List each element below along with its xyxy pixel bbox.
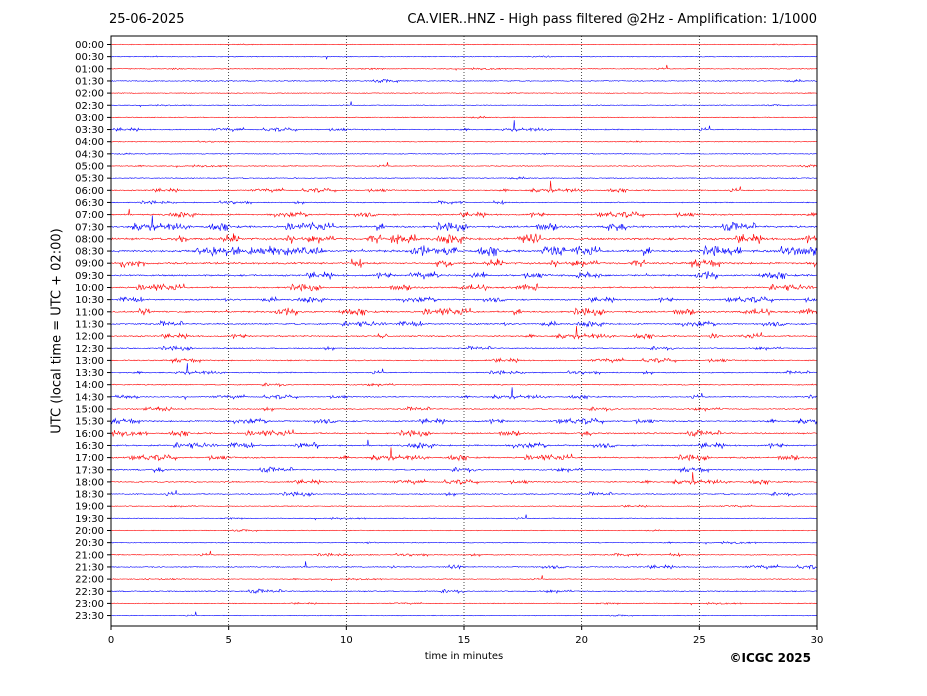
- y-tick-label: 01:00: [75, 64, 104, 75]
- y-tick-label: 05:00: [75, 162, 104, 173]
- y-tick-label: 10:00: [75, 283, 104, 294]
- y-tick-label: 21:00: [75, 550, 104, 561]
- y-tick-label: 08:00: [75, 234, 104, 245]
- x-ticks: 0 5 10 15 20 25 30: [108, 626, 824, 646]
- trace-2000: [110, 529, 817, 532]
- y-tick-label: 18:00: [75, 477, 104, 488]
- y-tick-label: 01:30: [75, 76, 104, 87]
- y-tick-label: 11:30: [75, 319, 104, 330]
- y-tick-label: 12:30: [75, 344, 104, 355]
- y-tick-label: 17:30: [75, 465, 104, 476]
- y-tick-label: 11:00: [75, 307, 104, 318]
- trace-0930: [110, 271, 817, 281]
- x-tick-label: 30: [811, 635, 824, 646]
- trace-1930: [110, 514, 817, 521]
- y-tick-label: 19:30: [75, 514, 104, 525]
- y-tick-label: 22:00: [75, 575, 104, 586]
- y-tick-label: 12:00: [75, 332, 104, 343]
- y-tick-label: 23:30: [75, 611, 104, 622]
- y-tick-label: 10:30: [75, 295, 104, 306]
- trace-0130: [110, 78, 817, 84]
- y-tick-label: 22:30: [75, 587, 104, 598]
- y-tick-label: 08:30: [75, 247, 104, 258]
- y-tick-label: 21:30: [75, 562, 104, 573]
- chart-title: CA.VIER..HNZ - High pass filtered @2Hz -…: [407, 12, 817, 27]
- y-tick-label: 23:00: [75, 599, 104, 610]
- trace-0700: [110, 208, 817, 219]
- trace-0730: [110, 215, 817, 232]
- y-tick-label: 06:30: [75, 198, 104, 209]
- y-tick-label: 00:30: [75, 52, 104, 63]
- vertical-grid: [228, 36, 700, 626]
- y-tick-label: 05:30: [75, 174, 104, 185]
- trace-2030: [110, 540, 817, 545]
- y-tick-label: 20:00: [75, 526, 104, 537]
- y-axis-label: UTC (local time = UTC + 02:00): [49, 228, 65, 434]
- y-tick-label: 15:30: [75, 417, 104, 428]
- trace-1830: [110, 490, 817, 498]
- y-tick-label: 14:00: [75, 380, 104, 391]
- copyright-label: ©ICGC 2025: [729, 651, 811, 665]
- trace-1030: [110, 296, 817, 304]
- y-tick-label: 03:30: [75, 125, 104, 136]
- y-tick-label: 17:00: [75, 453, 104, 464]
- y-tick-label: 02:00: [75, 89, 104, 100]
- y-tick-label: 07:30: [75, 222, 104, 233]
- trace-1900: [110, 504, 817, 508]
- y-tick-label: 18:30: [75, 490, 104, 501]
- x-tick-label: 25: [693, 635, 706, 646]
- trace-0530: [110, 176, 817, 180]
- x-tick-label: 0: [108, 635, 114, 646]
- x-tick-label: 20: [575, 635, 588, 646]
- y-tick-label: 04:30: [75, 149, 104, 160]
- y-tick-label: 14:30: [75, 392, 104, 403]
- date-label: 25-06-2025: [109, 12, 185, 27]
- x-tick-label: 10: [340, 635, 353, 646]
- x-tick-label: 5: [225, 635, 231, 646]
- y-tick-label: 16:30: [75, 441, 104, 452]
- y-tick-label: 09:30: [75, 271, 104, 282]
- y-tick-label: 00:00: [75, 40, 104, 51]
- trace-0000: [110, 43, 817, 46]
- y-tick-label: 13:00: [75, 356, 104, 367]
- trace-0900: [110, 258, 817, 269]
- y-tick-label: 16:00: [75, 429, 104, 440]
- y-tick-label: 04:00: [75, 137, 104, 148]
- x-tick-label: 15: [458, 635, 471, 646]
- y-tick-label: 03:00: [75, 113, 104, 124]
- y-tick-label: 09:00: [75, 259, 104, 270]
- y-tick-label: 13:30: [75, 368, 104, 379]
- y-tick-label: 20:30: [75, 538, 104, 549]
- trace-0030: [110, 55, 817, 60]
- trace-0800: [110, 233, 817, 245]
- y-tick-label: 07:00: [75, 210, 104, 221]
- trace-1100: [110, 307, 817, 316]
- trace-0830: [110, 244, 817, 257]
- trace-1730: [110, 466, 817, 474]
- trace-0600: [110, 180, 817, 194]
- trace-1700: [110, 447, 817, 462]
- trace-1800: [110, 472, 817, 486]
- y-tick-label: 19:00: [75, 502, 104, 513]
- trace-1000: [110, 283, 817, 292]
- y-tick-label: 15:00: [75, 405, 104, 416]
- y-tick-label: 06:00: [75, 186, 104, 197]
- x-axis-label: time in minutes: [424, 651, 504, 662]
- y-tick-label: 02:30: [75, 101, 104, 112]
